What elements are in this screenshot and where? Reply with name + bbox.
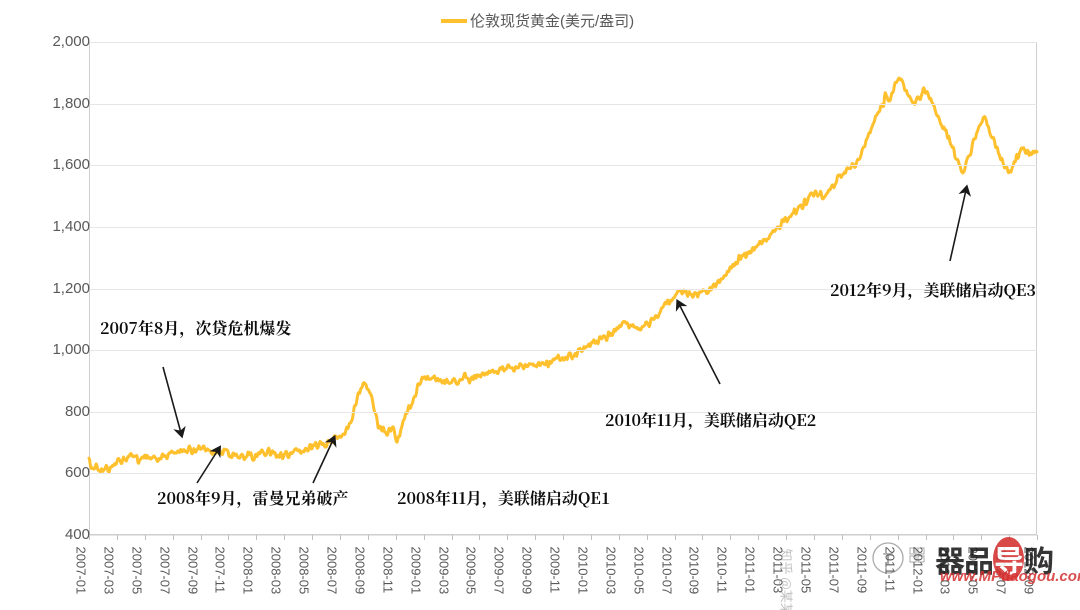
- svg-text:T: T: [883, 551, 893, 568]
